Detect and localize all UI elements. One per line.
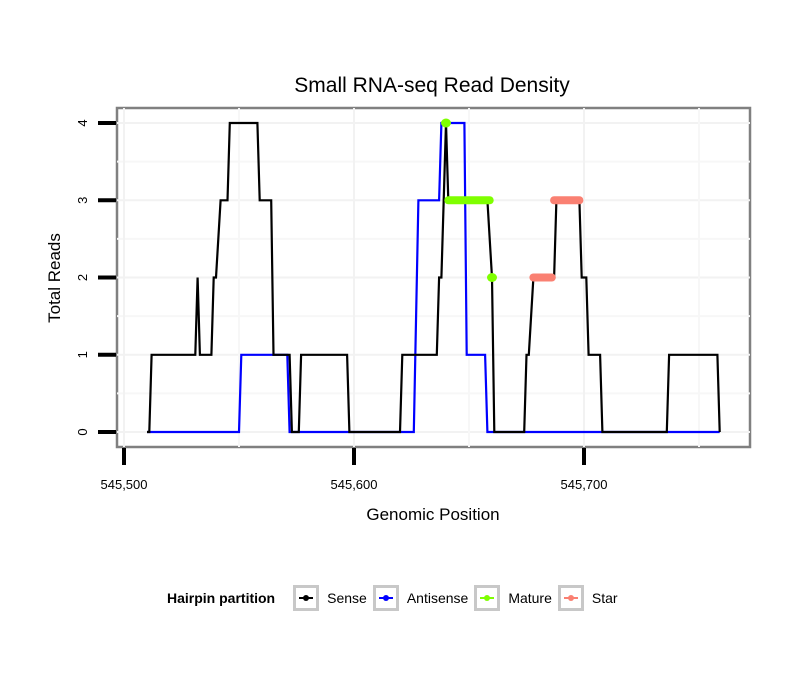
legend: Hairpin partition Sense Antisense Mature St… bbox=[167, 580, 624, 616]
sense-line bbox=[147, 121, 721, 434]
y-tick-label: 0 bbox=[75, 428, 90, 435]
legend-item-antisense: Antisense bbox=[372, 585, 469, 611]
legend-dot-icon bbox=[382, 595, 389, 601]
y-axis-title: Total Reads bbox=[45, 233, 64, 323]
legend-dot-icon bbox=[484, 595, 491, 601]
x-axis: 545,500 545,600 545,700 bbox=[101, 448, 608, 492]
x-tick-label: 545,500 bbox=[101, 477, 148, 492]
mature-point bbox=[441, 118, 451, 128]
x-tick-label: 545,600 bbox=[331, 477, 378, 492]
legend-dot-icon bbox=[567, 595, 574, 601]
legend-item-mature: Mature bbox=[474, 585, 552, 611]
chart-title: Small RNA-seq Read Density bbox=[294, 74, 570, 97]
y-tick-label: 3 bbox=[75, 197, 90, 204]
legend-key-mature bbox=[474, 585, 501, 611]
legend-title: Hairpin partition bbox=[167, 590, 276, 606]
legend-label: Antisense bbox=[406, 590, 469, 606]
legend-label: Sense bbox=[327, 590, 367, 606]
legend-label: Mature bbox=[508, 590, 552, 606]
y-axis: 0 1 2 3 4 bbox=[75, 119, 116, 436]
legend-key-sense bbox=[293, 585, 320, 611]
y-tick-label: 2 bbox=[75, 274, 90, 281]
x-axis-title: Genomic Position bbox=[366, 505, 499, 524]
legend-item-sense: Sense bbox=[293, 585, 367, 611]
series-layer bbox=[147, 118, 721, 434]
x-tick-label: 545,700 bbox=[561, 477, 608, 492]
mature-point bbox=[487, 273, 497, 282]
legend-key-antisense bbox=[372, 585, 399, 611]
legend-key-star bbox=[557, 585, 584, 611]
legend-label: Star bbox=[591, 590, 618, 606]
legend-item-star: Star bbox=[557, 585, 618, 611]
antisense-line bbox=[147, 121, 720, 434]
y-tick-label: 1 bbox=[75, 351, 90, 358]
legend-dot-icon bbox=[303, 595, 310, 601]
y-tick-label: 4 bbox=[75, 119, 90, 126]
